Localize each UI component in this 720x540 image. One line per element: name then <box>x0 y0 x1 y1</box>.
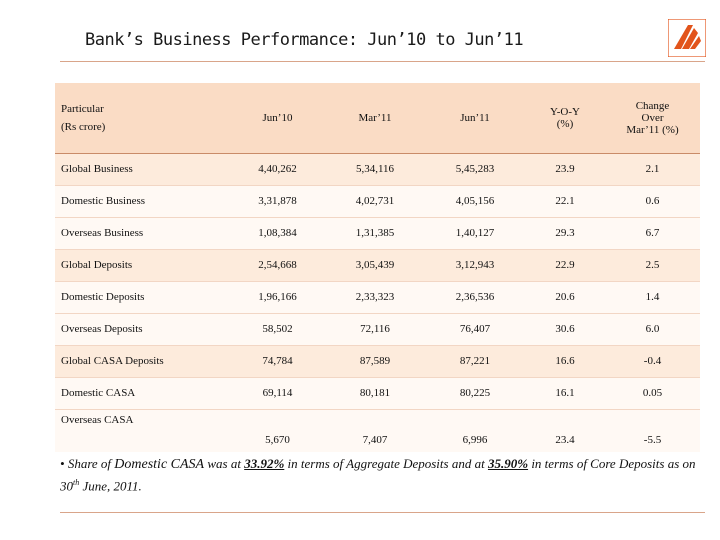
row-label: Overseas Business <box>55 216 230 249</box>
cell-jun11: 6,996 <box>425 408 525 452</box>
table-row: Overseas Deposits 58,502 72,116 76,407 3… <box>55 312 700 345</box>
table-row: Global Deposits 2,54,668 3,05,439 3,12,9… <box>55 248 700 281</box>
cell-yoy: 23.4 <box>525 408 605 452</box>
header-particular-label: Particular <box>61 102 104 115</box>
cell-change: 0.05 <box>605 376 700 409</box>
footer-rule <box>60 512 705 513</box>
row-label: Global Business <box>61 163 133 175</box>
cell-change: -5.5 <box>605 408 700 452</box>
table-row: Overseas Business 1,08,384 1,31,385 1,40… <box>55 216 700 249</box>
cell-jun10: 69,114 <box>230 376 325 409</box>
cell-yoy: 16.1 <box>525 376 605 409</box>
cell-jun11: 3,12,943 <box>425 248 525 281</box>
header-mar11: Mar’11 <box>325 83 425 154</box>
cell-yoy: 16.6 <box>525 344 605 377</box>
footnote-bullet: • <box>60 456 65 471</box>
cell-jun10: 4,40,262 <box>258 163 297 175</box>
cell-yoy: 29.3 <box>525 216 605 249</box>
cell-change: 1.4 <box>605 280 700 313</box>
cell-mar11: 3,05,439 <box>325 248 425 281</box>
cell-jun11: 4,05,156 <box>425 184 525 217</box>
cell-jun11: 80,225 <box>425 376 525 409</box>
footnote-text-5: June, 2011. <box>82 478 142 494</box>
header-change-line2: Over <box>641 111 664 124</box>
cell-jun11: 87,221 <box>425 344 525 377</box>
cell-jun10: 1,08,384 <box>230 216 325 249</box>
footnote-value-aggregate: 33.92% <box>244 456 285 471</box>
cell-mar11: 80,181 <box>325 376 425 409</box>
header-yoy-line1: Y-O-Y <box>550 105 580 118</box>
table-row: Domestic Business 3,31,878 4,02,731 4,05… <box>55 184 700 217</box>
cell-jun11: 1,40,127 <box>425 216 525 249</box>
header-yoy: Y-O-Y (%) <box>525 83 605 154</box>
cell-jun10: 58,502 <box>230 312 325 345</box>
table-row: Global CASA Deposits 74,784 87,589 87,22… <box>55 344 700 377</box>
row-label: Domestic CASA <box>55 376 230 409</box>
cell-yoy: 22.1 <box>525 184 605 217</box>
cell-mar11: 1,31,385 <box>325 216 425 249</box>
page-title: Bank’s Business Performance: Jun’10 to J… <box>85 30 524 50</box>
cell-jun11: 2,36,536 <box>425 280 525 313</box>
footnote-value-core: 35.90% <box>487 456 529 471</box>
header-yoy-line2: (%) <box>556 117 574 130</box>
table-row: Global Business 4,40,262 5,34,116 5,45,2… <box>55 153 700 185</box>
table-row: Domestic CASA 69,114 80,181 80,225 16.1 … <box>55 376 700 409</box>
row-label: Global CASA Deposits <box>55 344 230 377</box>
footnote-text-4: in terms of Core Deposits as on 30 <box>60 456 696 494</box>
footnote-text-2: was at <box>207 456 241 471</box>
cell-jun10: 3,31,878 <box>230 184 325 217</box>
header-particular: Particular (Rs crore) <box>55 83 230 154</box>
header-jun10: Jun’10 <box>230 83 325 154</box>
cell-yoy: 20.6 <box>525 280 605 313</box>
table-row: Overseas CASA 5,670 7,407 6,996 23.4 -5.… <box>55 408 700 452</box>
cell-change: 2.5 <box>605 248 700 281</box>
header-jun11: Jun’11 <box>425 83 525 154</box>
cell-jun10: 5,670 <box>230 408 325 452</box>
row-label: Domestic Business <box>55 184 230 217</box>
cell-change: 2.1 <box>645 163 660 175</box>
cell-jun11: 5,45,283 <box>455 163 495 175</box>
cell-change: 6.7 <box>605 216 700 249</box>
table-header-row: Particular (Rs crore) Jun’10 Mar’11 Jun’… <box>55 83 700 154</box>
cell-change: 6.0 <box>605 312 700 345</box>
footnote: • Share of Domestic CASA was at 33.92% i… <box>60 455 700 495</box>
header-change-line3: Mar’11 (%) <box>626 123 679 136</box>
cell-mar11: 87,589 <box>325 344 425 377</box>
cell-mar11: 5,34,116 <box>355 163 395 175</box>
cell-jun10: 1,96,166 <box>230 280 325 313</box>
footnote-domestic-casa: Domestic CASA <box>114 457 205 472</box>
row-label: Global Deposits <box>55 248 230 281</box>
header-change: Change Over Mar’11 (%) <box>605 83 700 154</box>
cell-mar11: 72,116 <box>325 312 425 345</box>
performance-table: Particular (Rs crore) Jun’10 Mar’11 Jun’… <box>55 83 700 452</box>
cell-mar11: 7,407 <box>325 408 425 452</box>
cell-yoy: 22.9 <box>525 248 605 281</box>
cell-mar11: 2,33,323 <box>325 280 425 313</box>
header-unit-label: (Rs crore) <box>61 120 106 133</box>
footnote-text-1: Share of <box>67 456 112 471</box>
cell-yoy: 30.6 <box>525 312 605 345</box>
footnote-text-3: in terms of Aggregate Deposits and at <box>287 456 485 471</box>
cell-mar11: 4,02,731 <box>325 184 425 217</box>
footnote-superscript: th <box>73 478 80 487</box>
cell-change: 0.6 <box>605 184 700 217</box>
cell-jun10: 2,54,668 <box>230 248 325 281</box>
cell-change: -0.4 <box>605 344 700 377</box>
row-label: Domestic Deposits <box>55 280 230 313</box>
bank-logo-icon <box>668 19 706 57</box>
title-rule <box>60 61 705 62</box>
row-label: Overseas CASA <box>55 408 230 452</box>
cell-jun11: 76,407 <box>425 312 525 345</box>
table-row: Domestic Deposits 1,96,166 2,33,323 2,36… <box>55 280 700 313</box>
cell-yoy: 23.9 <box>555 163 575 175</box>
row-label: Overseas Deposits <box>55 312 230 345</box>
cell-jun10: 74,784 <box>230 344 325 377</box>
header-change-line1: Change <box>635 99 670 112</box>
